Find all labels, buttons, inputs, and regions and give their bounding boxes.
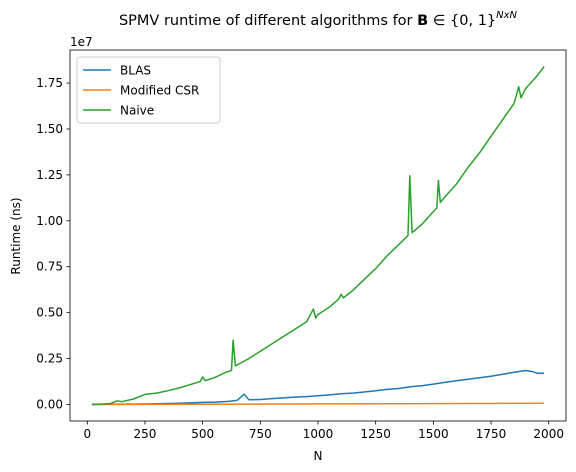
y-tick-label-3: 0.75 xyxy=(36,260,63,274)
x-tick-label-1: 250 xyxy=(134,427,157,441)
y-axis: 0.00 0.25 0.50 0.75 1.00 1.25 1.50 1.75 xyxy=(36,76,70,411)
x-tick-label-6: 1500 xyxy=(418,427,449,441)
x-tick-label-2: 500 xyxy=(191,427,214,441)
legend-label-0: BLAS xyxy=(120,64,151,78)
x-axis-label: N xyxy=(314,449,323,463)
x-tick-label-0: 0 xyxy=(83,427,91,441)
x-tick-label-8: 2000 xyxy=(533,427,564,441)
x-axis: 0 250 500 750 1000 1250 1500 1750 2000 xyxy=(83,421,564,441)
y-axis-label: Runtime (ns) xyxy=(9,197,23,274)
x-tick-label-5: 1250 xyxy=(360,427,391,441)
legend-label-1: Modified CSR xyxy=(120,84,199,98)
legend-label-2: Naive xyxy=(120,104,154,118)
x-tick-label-3: 750 xyxy=(249,427,272,441)
y-offset-label: 1e7 xyxy=(70,35,93,49)
y-tick-label-2: 0.50 xyxy=(36,306,63,320)
chart-title-prefix: SPMV runtime of different algorithms for xyxy=(119,13,417,29)
series-line-1 xyxy=(91,402,545,406)
y-tick-label-1: 0.25 xyxy=(36,352,63,366)
x-tick-label-7: 1750 xyxy=(476,427,507,441)
legend-box xyxy=(76,56,221,124)
y-tick-label-4: 1.00 xyxy=(36,214,63,228)
y-tick-label-5: 1.25 xyxy=(36,168,63,182)
series-line-0 xyxy=(91,369,545,406)
y-tick-label-6: 1.50 xyxy=(36,122,63,136)
y-tick-label-7: 1.75 xyxy=(36,76,63,90)
chart-title-bold: B xyxy=(417,13,428,29)
series-line-2 xyxy=(91,66,545,406)
chart-title: SPMV runtime of different algorithms for… xyxy=(119,10,518,29)
plot-lines xyxy=(91,66,545,406)
y-tick-label-0: 0.00 xyxy=(36,397,63,411)
chart-title-set: ∈ {0, 1} xyxy=(428,13,496,29)
chart-title-superscript: NxN xyxy=(496,10,517,21)
x-tick-label-4: 1000 xyxy=(303,427,334,441)
legend: BLAS Modified CSR Naive xyxy=(76,56,221,124)
